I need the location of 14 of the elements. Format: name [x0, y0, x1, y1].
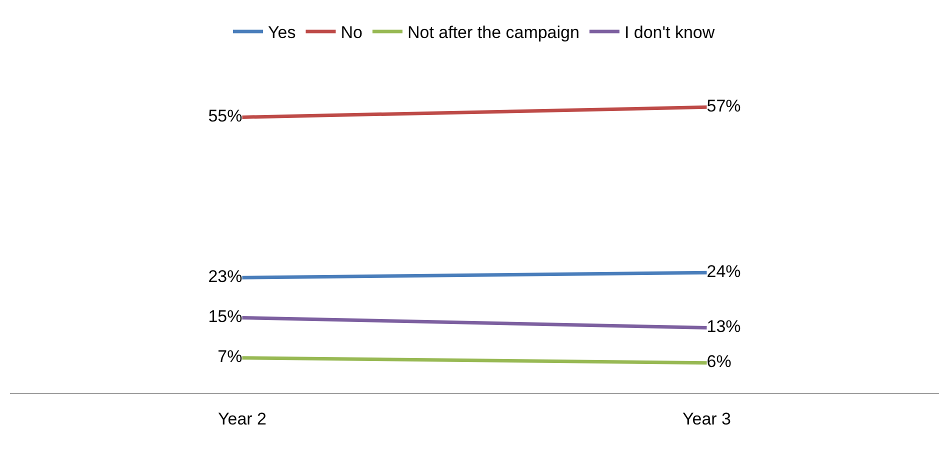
data-label: 13%: [706, 317, 741, 336]
data-label: 7%: [218, 347, 242, 366]
legend-label: Not after the campaign: [407, 23, 580, 42]
x-tick-label: Year 2: [218, 409, 267, 428]
legend-label: Yes: [268, 23, 296, 42]
legend-label: I don't know: [624, 23, 716, 42]
data-label: 55%: [208, 106, 242, 126]
legend-label: No: [340, 23, 362, 42]
data-label: 15%: [208, 307, 242, 326]
x-tick-label: Year 3: [682, 409, 732, 428]
data-label: 6%: [706, 352, 732, 372]
data-label: 23%: [208, 266, 242, 286]
data-label: 24%: [706, 262, 741, 281]
data-label: 57%: [706, 96, 741, 116]
